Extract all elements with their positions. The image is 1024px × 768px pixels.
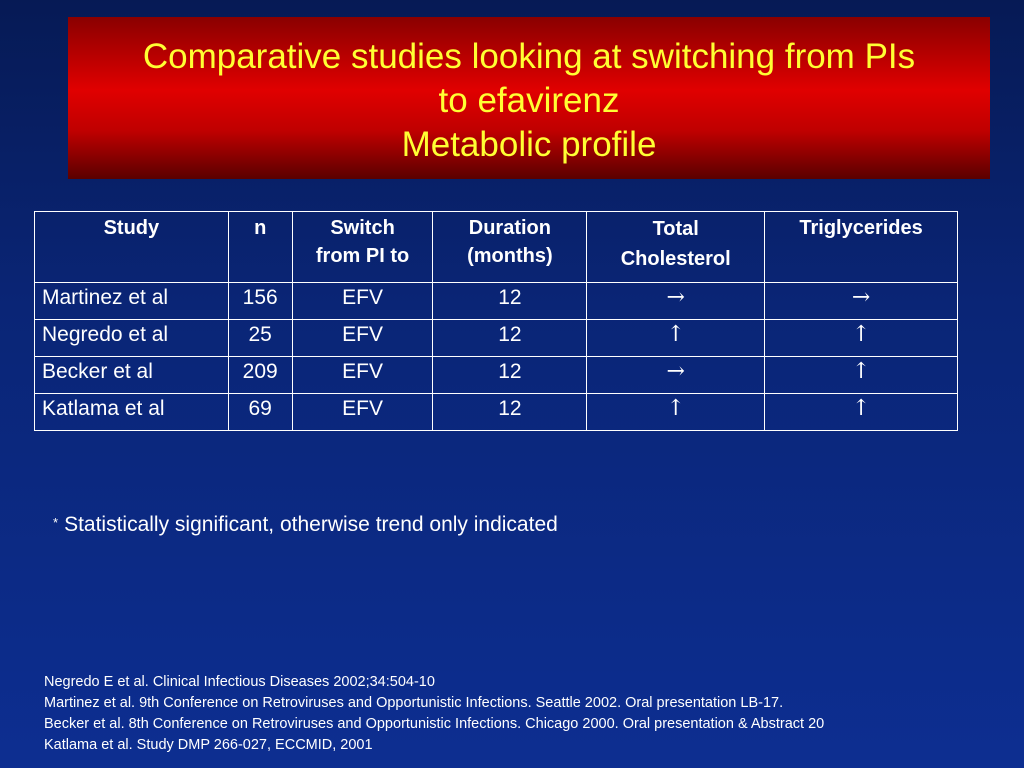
- cell-duration: 12: [432, 393, 588, 431]
- cell-switch: EFV: [291, 319, 434, 357]
- cell-switch: EFV: [291, 393, 434, 431]
- cell-duration: 12: [432, 282, 588, 320]
- slide-title-line-1: Comparative studies looking at switching…: [142, 37, 916, 76]
- slide-title-line-3: Metabolic profile: [401, 125, 657, 164]
- cell-n: 25: [227, 319, 293, 357]
- table-row: Becker et al 209 EFV 12 → ↑: [34, 356, 958, 394]
- header-cholesterol-line-2: Cholesterol: [620, 248, 731, 270]
- significance-footnote: * Statistically significant, otherwise tr…: [53, 510, 558, 540]
- table-row: Negredo et al 25 EFV 12 ↑ ↑: [34, 319, 958, 357]
- slide-title-line-2: to efavirenz: [438, 81, 620, 120]
- footnote-marker: *: [53, 515, 59, 530]
- table-header-row: Study n Switch from PI to Duration (mont…: [34, 211, 958, 283]
- cholesterol-trend-icon: →: [586, 356, 766, 394]
- triglycerides-trend-icon: ↑: [764, 319, 958, 357]
- header-switch: Switch from PI to: [291, 211, 434, 283]
- triglycerides-trend-icon: ↑: [764, 356, 958, 394]
- header-duration: Duration (months): [432, 211, 588, 283]
- references-list: Negredo E et al. Clinical Infectious Dis…: [44, 672, 824, 756]
- cell-switch: EFV: [291, 282, 434, 320]
- triglycerides-trend-icon: →: [764, 282, 958, 320]
- cholesterol-trend-icon: ↑: [586, 319, 766, 357]
- header-n: n: [227, 211, 293, 283]
- header-switch-line-1: Switch: [330, 217, 395, 239]
- header-triglycerides: Triglycerides: [764, 211, 958, 283]
- cholesterol-trend-icon: ↑: [586, 393, 766, 431]
- reference-item: Becker et al. 8th Conference on Retrovir…: [44, 716, 825, 732]
- cholesterol-trend-icon: →: [586, 282, 766, 320]
- table-row: Katlama et al 69 EFV 12 ↑ ↑: [34, 393, 958, 431]
- table-row: Martinez et al 156 EFV 12 → →: [34, 282, 958, 320]
- header-cholesterol-line-1: Total: [652, 218, 699, 240]
- cell-duration: 12: [432, 356, 588, 394]
- cell-n: 69: [227, 393, 293, 431]
- cell-duration: 12: [432, 319, 588, 357]
- reference-item: Negredo E et al. Clinical Infectious Dis…: [44, 674, 435, 690]
- reference-item: Martinez et al. 9th Conference on Retrov…: [44, 695, 784, 711]
- header-study: Study: [34, 211, 229, 283]
- studies-table: Study n Switch from PI to Duration (mont…: [34, 211, 958, 431]
- cell-switch: EFV: [291, 356, 434, 394]
- cell-study: Martinez et al: [34, 282, 229, 320]
- triglycerides-trend-icon: ↑: [764, 393, 958, 431]
- cell-study: Negredo et al: [34, 319, 229, 357]
- cell-n: 209: [227, 356, 293, 394]
- header-switch-line-2: from PI to: [315, 245, 410, 267]
- header-duration-line-2: (months): [467, 245, 553, 267]
- title-banner: Comparative studies looking at switching…: [68, 17, 990, 179]
- reference-item: Katlama et al. Study DMP 266-027, ECCMID…: [44, 737, 373, 753]
- header-total-cholesterol: Total Cholesterol: [586, 211, 766, 283]
- cell-n: 156: [227, 282, 293, 320]
- cell-study: Becker et al: [34, 356, 229, 394]
- cell-study: Katlama et al: [34, 393, 229, 431]
- footnote-text: Statistically significant, otherwise tre…: [64, 513, 558, 536]
- header-duration-line-1: Duration: [468, 217, 551, 239]
